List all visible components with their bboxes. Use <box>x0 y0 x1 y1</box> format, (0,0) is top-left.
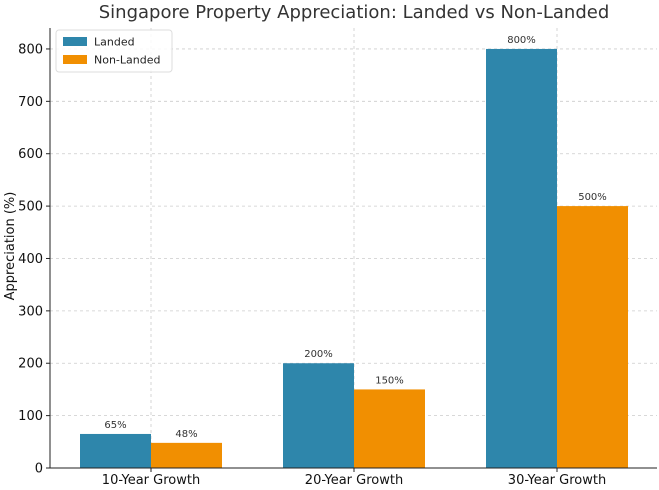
legend-label: Landed <box>94 36 135 49</box>
x-tick-label: 10-Year Growth <box>102 473 200 488</box>
bars: 65% 200% 800% 48% 150% 500% <box>80 35 628 468</box>
y-tick-label: 800 <box>18 42 43 57</box>
y-tick-label: 600 <box>18 147 43 162</box>
data-label: 800% <box>507 35 536 46</box>
data-label: 48% <box>175 429 197 440</box>
legend: Landed Non-Landed <box>55 29 173 73</box>
data-label: 150% <box>375 375 404 386</box>
y-tick-label: 100 <box>18 409 43 424</box>
chart-title: Singapore Property Appreciation: Landed … <box>99 2 610 23</box>
y-tick-label: 200 <box>18 357 43 372</box>
legend-label: Non-Landed <box>94 54 160 67</box>
bar-non-landed <box>354 389 425 468</box>
bar-non-landed <box>557 206 628 468</box>
y-tick-label: 300 <box>18 304 43 319</box>
bar-landed <box>486 48 557 468</box>
bar-landed <box>80 433 151 468</box>
data-label: 200% <box>304 349 333 360</box>
x-tick-label: 20-Year Growth <box>305 473 403 488</box>
y-tick-label: 400 <box>18 252 43 267</box>
y-tick-label: 0 <box>35 462 43 477</box>
legend-swatch <box>63 55 87 64</box>
y-tick-label: 500 <box>18 200 43 215</box>
data-label: 65% <box>104 420 126 431</box>
bar-landed <box>283 363 354 468</box>
bar-non-landed <box>151 442 222 468</box>
legend-swatch <box>63 37 87 46</box>
x-tick-label: 30-Year Growth <box>508 473 606 488</box>
data-label: 500% <box>578 192 607 203</box>
y-tick-label: 700 <box>18 95 43 110</box>
y-axis-label: Appreciation (%) <box>3 192 18 301</box>
axes: 0 100 200 300 400 500 600 700 800 10-Year Growth 2… <box>18 28 657 488</box>
